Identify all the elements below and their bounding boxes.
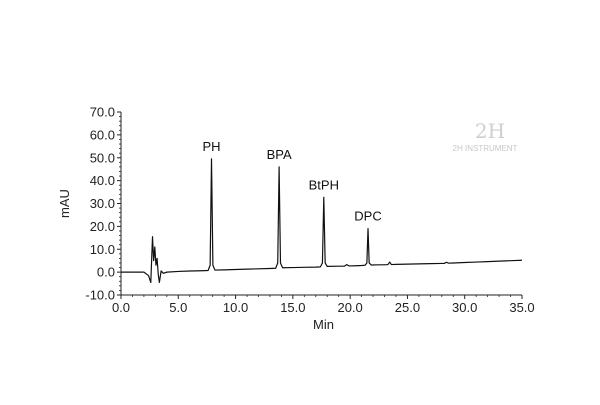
watermark-caption: 2H INSTRUMENT: [453, 144, 518, 153]
peak-label: DPC: [354, 209, 381, 224]
x-tick-label: 0.0: [112, 300, 130, 315]
y-tick-label: 40.0: [90, 173, 115, 188]
peak-label: BPA: [267, 147, 292, 162]
peak-label: PH: [202, 139, 220, 154]
plot-area: PH BPA BtPH DPC: [121, 139, 523, 284]
x-tick-label: 15.0: [280, 300, 305, 315]
watermark-logo: 2H 2H INSTRUMENT: [453, 119, 518, 153]
x-tick-label: 30.0: [452, 300, 477, 315]
y-tick-label: 10.0: [90, 242, 115, 257]
y-axis-title: mAU: [57, 189, 72, 218]
y-tick-label: 30.0: [90, 196, 115, 211]
x-tick-label: 20.0: [337, 300, 362, 315]
y-tick-label: 70.0: [90, 105, 115, 120]
y-tick-label: 20.0: [90, 219, 115, 234]
watermark-logo-text: 2H: [475, 119, 505, 143]
x-tick-label: 5.0: [169, 300, 187, 315]
y-tick-label: 50.0: [90, 150, 115, 165]
x-axis-title: Min: [313, 317, 334, 332]
chromatogram-trace: [121, 158, 523, 284]
peak-label: BtPH: [309, 177, 339, 192]
y-tick-label: -10.0: [85, 288, 115, 303]
x-tick-label: 35.0: [509, 300, 534, 315]
axes: -10.00.010.020.030.040.050.060.070.00.0 5…: [57, 105, 535, 333]
x-tick-label: 10.0: [223, 300, 248, 315]
y-tick-label: 0.0: [97, 265, 115, 280]
x-tick-label: 25.0: [395, 300, 420, 315]
y-tick-label: 60.0: [90, 127, 115, 142]
